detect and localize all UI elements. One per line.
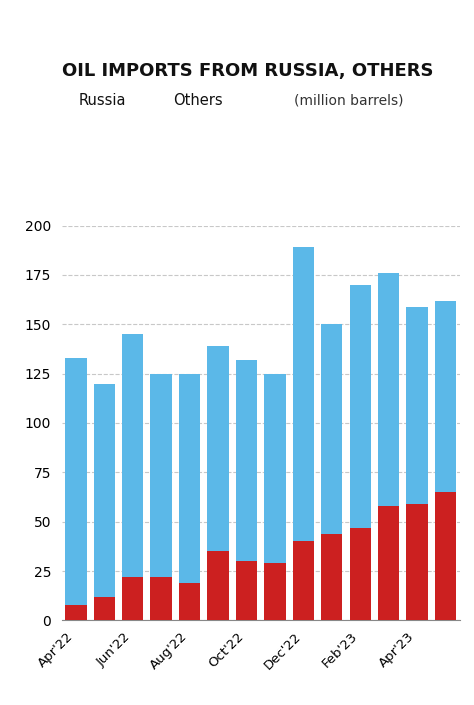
Bar xyxy=(406,307,428,504)
Bar xyxy=(179,583,200,620)
Bar xyxy=(179,374,200,583)
Bar xyxy=(292,247,314,541)
Bar xyxy=(207,346,228,551)
Bar xyxy=(435,300,456,492)
Text: Russia: Russia xyxy=(78,93,126,109)
Bar xyxy=(292,541,314,620)
Text: OIL IMPORTS FROM RUSSIA, OTHERS: OIL IMPORTS FROM RUSSIA, OTHERS xyxy=(62,62,433,80)
Text: CHART 1: CHART 1 xyxy=(71,36,124,47)
Text: (million barrels): (million barrels) xyxy=(294,94,403,108)
Bar xyxy=(321,324,342,534)
Bar xyxy=(349,527,371,620)
Bar xyxy=(94,596,115,620)
Bar xyxy=(378,506,399,620)
Bar xyxy=(94,384,115,596)
Bar xyxy=(122,334,143,577)
Bar xyxy=(151,577,172,620)
Bar xyxy=(349,285,371,527)
Bar xyxy=(122,577,143,620)
Bar xyxy=(435,492,456,620)
Bar xyxy=(236,561,257,620)
Bar xyxy=(264,563,285,620)
Bar xyxy=(378,273,399,506)
Bar xyxy=(207,551,228,620)
Bar xyxy=(321,534,342,620)
Bar xyxy=(406,504,428,620)
Bar xyxy=(151,374,172,577)
Text: Others: Others xyxy=(173,93,223,109)
Bar xyxy=(236,360,257,561)
Bar xyxy=(65,358,86,605)
Bar xyxy=(65,605,86,620)
Bar xyxy=(264,374,285,563)
